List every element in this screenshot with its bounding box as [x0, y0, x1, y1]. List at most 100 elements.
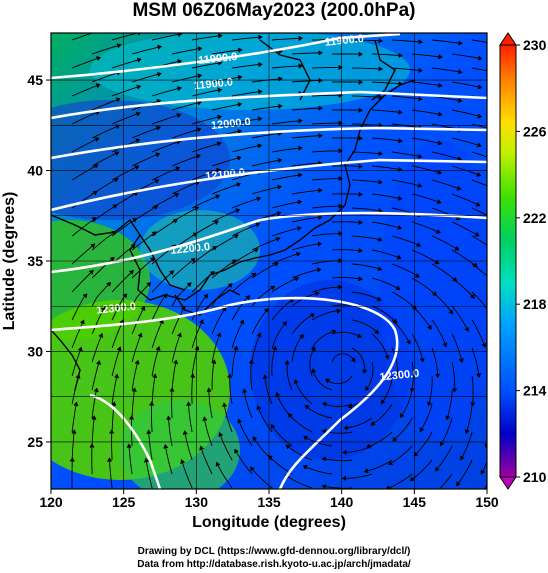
streamline-arrow — [409, 476, 415, 482]
colorbar-top-arrow — [499, 32, 517, 46]
streamline-arrow — [282, 321, 287, 326]
streamline-arrow — [217, 33, 223, 39]
streamline — [342, 473, 373, 479]
streamline — [332, 165, 363, 167]
streamline — [294, 379, 313, 405]
colorbar-ticks: 230 226 222 218 214 210 — [516, 37, 547, 485]
streamline-arrow — [435, 373, 441, 379]
streamline — [312, 205, 343, 209]
streamline-arrow — [82, 293, 88, 298]
height-contours — [51, 33, 487, 489]
streamline-arrow — [169, 270, 175, 275]
streamline — [131, 415, 133, 447]
streamline — [352, 235, 382, 241]
streamline-arrow — [347, 404, 353, 409]
streamline-arrow — [258, 62, 263, 67]
streamline-arrow — [311, 346, 316, 352]
streamline — [371, 333, 389, 360]
streamline — [131, 333, 142, 363]
streamline — [271, 321, 287, 349]
streamline-arrow — [132, 218, 138, 223]
streamline-arrow — [211, 359, 217, 364]
streamline — [131, 388, 136, 419]
streamline-arrow — [242, 388, 247, 394]
streamline-arrow — [217, 60, 223, 66]
streamline — [270, 424, 293, 447]
streamline — [372, 165, 402, 171]
contour-labels: 11900.011900.011900.012000.012100.012200… — [96, 33, 420, 384]
streamline-arrow — [257, 116, 263, 122]
streamline — [392, 123, 422, 129]
streamline — [413, 431, 433, 457]
streamline — [131, 153, 160, 167]
colorbar-tick-label-222: 222 — [523, 210, 547, 226]
streamline-arrow — [318, 187, 323, 193]
streamline — [272, 174, 302, 181]
streamline — [232, 63, 262, 69]
streamline — [392, 67, 423, 72]
streamline — [451, 193, 480, 206]
streamline — [451, 221, 479, 237]
streamline-arrow — [406, 339, 411, 345]
streamline-arrow — [136, 84, 142, 90]
streamline-arrow — [113, 178, 119, 183]
streamline-arrow — [336, 308, 342, 314]
streamline — [471, 179, 487, 187]
streamline — [438, 473, 453, 489]
streamline — [91, 388, 98, 419]
y-axis-ticks: 25 30 35 40 45 — [27, 72, 51, 450]
streamline-arrow — [135, 138, 141, 144]
streamline — [91, 204, 118, 223]
streamline-arrow — [234, 234, 239, 239]
streamline — [151, 87, 182, 97]
streamline-arrow — [80, 319, 85, 325]
streamline-arrow — [140, 305, 146, 311]
streamline — [171, 258, 196, 279]
streamline-arrow — [93, 190, 98, 196]
streamline-arrow — [129, 415, 134, 420]
streamline-arrow — [322, 402, 327, 407]
streamline — [171, 282, 192, 307]
streamline-arrow — [236, 182, 242, 187]
streamline — [212, 76, 242, 83]
streamline — [352, 67, 383, 70]
streamline-arrow — [418, 39, 423, 45]
streamline-arrow — [385, 485, 391, 489]
streamline-arrow — [248, 359, 254, 364]
streamline — [332, 137, 363, 139]
streamline — [391, 347, 399, 378]
streamline-arrow — [89, 269, 94, 275]
x-tick-label-135: 135 — [257, 494, 281, 510]
streamline-arrow — [338, 148, 343, 154]
streamline — [412, 81, 442, 87]
streamline — [411, 305, 432, 330]
streamline-arrow — [233, 345, 239, 351]
streamline — [411, 221, 441, 234]
streamline-arrow — [137, 332, 143, 338]
streamline — [332, 249, 363, 252]
streamline-arrow — [490, 416, 494, 420]
streamline — [191, 115, 222, 125]
streamline — [200, 446, 213, 475]
streamline — [151, 167, 180, 181]
streamline — [71, 347, 82, 377]
streamline — [472, 39, 487, 43]
streamline-arrow — [256, 405, 261, 410]
streamline — [365, 361, 374, 391]
streamline-arrow — [250, 466, 255, 472]
streamline-arrow — [476, 373, 482, 378]
streamline-arrow — [314, 291, 320, 296]
streamline-arrow — [357, 333, 362, 338]
contour-label: 12300.0 — [379, 368, 420, 384]
streamline-arrow — [480, 469, 486, 475]
streamline — [91, 282, 111, 307]
streamline — [471, 291, 487, 311]
streamline-arrow — [432, 492, 436, 496]
streamline — [465, 403, 473, 434]
streamline-arrow — [477, 113, 483, 119]
streamline-arrow — [276, 211, 282, 216]
streamline — [71, 57, 101, 69]
streamline — [391, 263, 420, 278]
streamline-arrow — [278, 103, 283, 109]
streamline — [480, 460, 487, 475]
